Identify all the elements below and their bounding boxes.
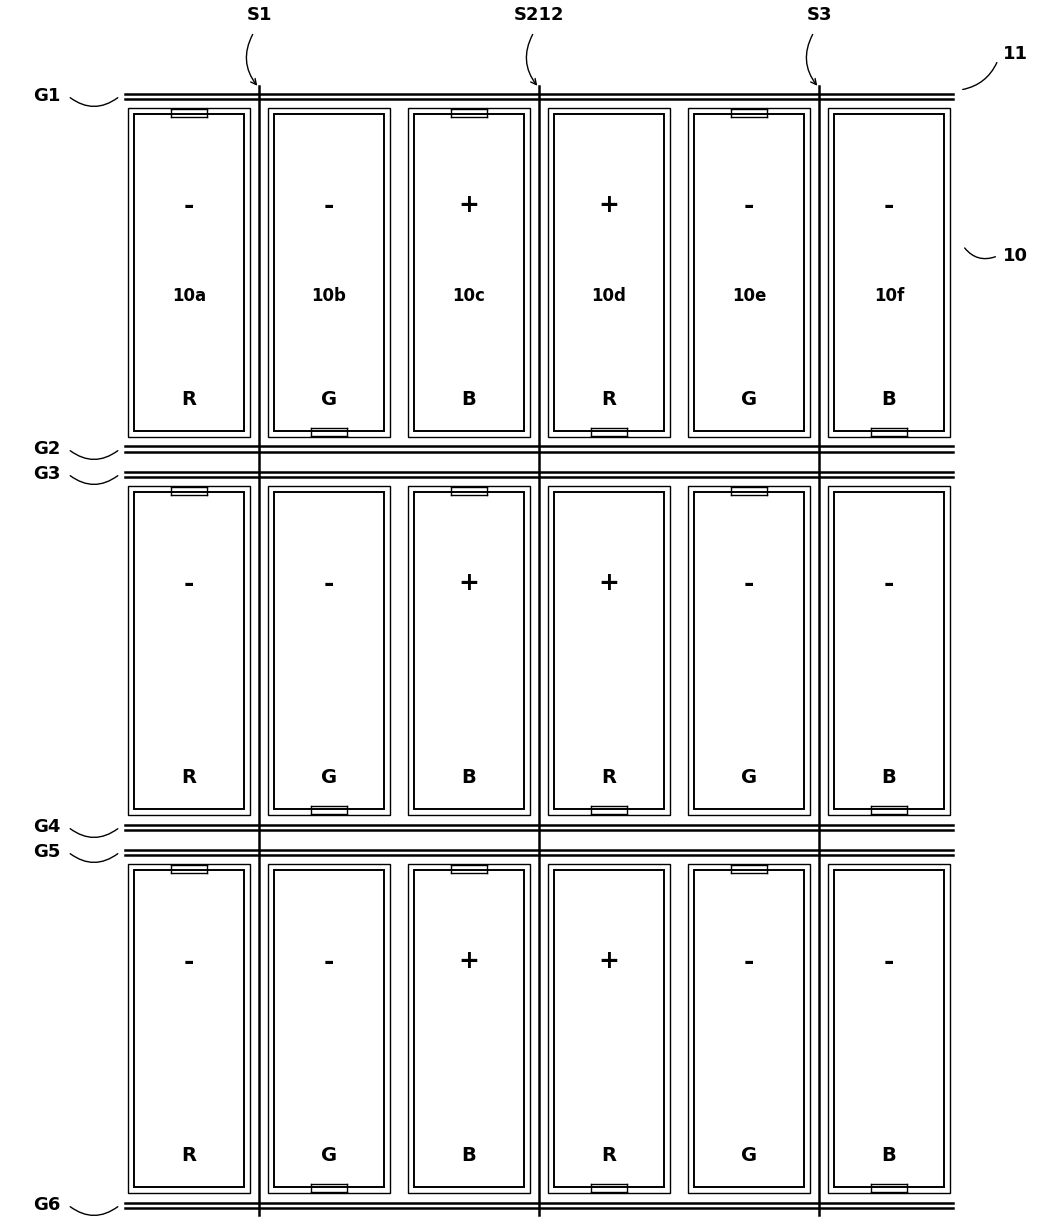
Bar xyxy=(134,870,244,1187)
Bar xyxy=(548,864,670,1193)
Text: +: + xyxy=(598,949,619,974)
Text: G: G xyxy=(321,390,337,409)
Text: B: B xyxy=(461,768,476,788)
Bar xyxy=(693,492,804,809)
Bar xyxy=(128,486,250,815)
Bar xyxy=(128,108,250,437)
Text: R: R xyxy=(182,1146,197,1166)
Text: R: R xyxy=(601,768,616,788)
Text: -: - xyxy=(324,949,334,974)
Text: 11: 11 xyxy=(1003,46,1028,63)
Text: -: - xyxy=(324,571,334,596)
Bar xyxy=(554,870,664,1187)
Bar xyxy=(408,864,530,1193)
Text: 10f: 10f xyxy=(873,287,904,305)
Bar xyxy=(414,870,524,1187)
Text: R: R xyxy=(601,1146,616,1166)
Text: G3: G3 xyxy=(32,465,60,483)
Text: G: G xyxy=(321,768,337,788)
Text: -: - xyxy=(884,193,894,218)
Text: -: - xyxy=(884,571,894,596)
Bar xyxy=(408,486,530,815)
Bar xyxy=(828,864,950,1193)
Text: B: B xyxy=(461,390,476,409)
Text: R: R xyxy=(182,768,197,788)
Text: R: R xyxy=(601,390,616,409)
Text: R: R xyxy=(182,390,197,409)
Text: G1: G1 xyxy=(32,87,60,105)
Bar xyxy=(408,108,530,437)
Bar xyxy=(834,492,943,809)
Text: B: B xyxy=(882,768,896,788)
Text: G5: G5 xyxy=(32,843,60,860)
Text: G: G xyxy=(741,768,757,788)
Bar xyxy=(268,864,390,1193)
Bar xyxy=(414,114,524,431)
Text: B: B xyxy=(461,1146,476,1166)
Text: +: + xyxy=(598,193,619,218)
Bar xyxy=(834,870,943,1187)
Text: -: - xyxy=(184,571,195,596)
Text: S1: S1 xyxy=(246,6,272,23)
Bar xyxy=(268,108,390,437)
Bar xyxy=(548,108,670,437)
Text: -: - xyxy=(744,571,754,596)
Text: -: - xyxy=(884,949,894,974)
Bar xyxy=(828,108,950,437)
Text: 10d: 10d xyxy=(592,287,627,305)
Bar xyxy=(693,114,804,431)
Bar xyxy=(134,114,244,431)
Text: G: G xyxy=(321,1146,337,1166)
Bar xyxy=(688,864,810,1193)
Text: -: - xyxy=(744,949,754,974)
Text: G: G xyxy=(741,390,757,409)
Text: S212: S212 xyxy=(514,6,564,23)
Text: +: + xyxy=(458,571,479,596)
Bar xyxy=(688,486,810,815)
Text: -: - xyxy=(184,949,195,974)
Text: B: B xyxy=(882,1146,896,1166)
Text: 10: 10 xyxy=(1003,246,1028,265)
Text: S3: S3 xyxy=(806,6,832,23)
Text: +: + xyxy=(458,193,479,218)
Text: +: + xyxy=(458,949,479,974)
Bar xyxy=(554,492,664,809)
Bar xyxy=(554,114,664,431)
Text: 10a: 10a xyxy=(172,287,206,305)
Text: 10e: 10e xyxy=(732,287,766,305)
Bar xyxy=(548,486,670,815)
Bar xyxy=(693,870,804,1187)
Bar xyxy=(128,864,250,1193)
Bar xyxy=(134,492,244,809)
Bar xyxy=(828,486,950,815)
Text: G6: G6 xyxy=(32,1197,60,1214)
Bar xyxy=(268,486,390,815)
Bar xyxy=(274,870,384,1187)
Bar xyxy=(834,114,943,431)
Text: G2: G2 xyxy=(32,439,60,458)
Text: -: - xyxy=(744,193,754,218)
Text: G4: G4 xyxy=(32,819,60,836)
Text: -: - xyxy=(184,193,195,218)
Bar xyxy=(414,492,524,809)
Text: +: + xyxy=(598,571,619,596)
Text: -: - xyxy=(324,193,334,218)
Text: 10c: 10c xyxy=(453,287,485,305)
Bar xyxy=(688,108,810,437)
Text: G: G xyxy=(741,1146,757,1166)
Text: 10b: 10b xyxy=(312,287,346,305)
Bar xyxy=(274,492,384,809)
Bar xyxy=(274,114,384,431)
Text: B: B xyxy=(882,390,896,409)
